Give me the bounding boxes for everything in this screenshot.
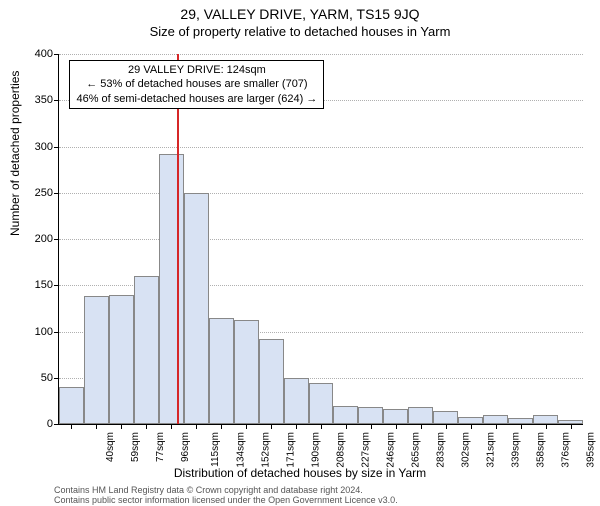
footer-attribution: Contains HM Land Registry data © Crown c… — [54, 486, 398, 506]
histogram-chart: 05010015020025030035040040sqm59sqm77sqm9… — [58, 54, 583, 425]
annotation-line1: 29 VALLEY DRIVE: 124sqm — [76, 63, 317, 77]
xtick-mark — [396, 424, 397, 429]
histogram-bar — [284, 378, 309, 424]
xtick-mark — [546, 424, 547, 429]
ytick-label: 350 — [35, 94, 53, 106]
xtick-mark — [121, 424, 122, 429]
y-axis-label: Number of detached properties — [8, 71, 22, 236]
histogram-bar — [309, 383, 334, 424]
xtick-label: 283sqm — [435, 432, 446, 468]
xtick-mark — [271, 424, 272, 429]
xtick-mark — [221, 424, 222, 429]
xtick-label: 321sqm — [485, 432, 496, 468]
ytick-mark — [54, 147, 59, 148]
xtick-label: 134sqm — [236, 432, 247, 468]
histogram-bar — [358, 407, 383, 424]
grid-line — [59, 193, 583, 194]
ytick-label: 0 — [47, 418, 53, 430]
ytick-label: 200 — [35, 233, 53, 245]
histogram-bar — [109, 295, 134, 425]
xtick-label: 358sqm — [535, 432, 546, 468]
property-marker-line — [177, 54, 179, 424]
xtick-label: 96sqm — [180, 432, 191, 462]
histogram-bar — [333, 406, 358, 425]
xtick-label: 339sqm — [510, 432, 521, 468]
xtick-label: 395sqm — [585, 432, 596, 468]
histogram-bar — [383, 409, 408, 424]
ytick-label: 250 — [35, 187, 53, 199]
xtick-mark — [346, 424, 347, 429]
histogram-bar — [458, 417, 483, 424]
ytick-label: 150 — [35, 279, 53, 291]
histogram-bar — [259, 339, 284, 424]
annotation-line3: 46% of semi-detached houses are larger (… — [76, 92, 317, 106]
histogram-bar — [59, 387, 84, 424]
ytick-mark — [54, 54, 59, 55]
xtick-label: 265sqm — [410, 432, 421, 468]
histogram-bar — [184, 193, 209, 424]
xtick-mark — [146, 424, 147, 429]
grid-line — [59, 147, 583, 148]
ytick-label: 400 — [35, 48, 53, 60]
ytick-mark — [54, 193, 59, 194]
xtick-mark — [246, 424, 247, 429]
xtick-label: 115sqm — [210, 432, 221, 467]
ytick-mark — [54, 424, 59, 425]
xtick-label: 227sqm — [361, 432, 372, 468]
grid-line — [59, 239, 583, 240]
footer-line2: Contains public sector information licen… — [54, 496, 398, 506]
ytick-mark — [54, 332, 59, 333]
xtick-mark — [421, 424, 422, 429]
annotation-box: 29 VALLEY DRIVE: 124sqm← 53% of detached… — [69, 60, 324, 109]
xtick-mark — [71, 424, 72, 429]
page-title: 29, VALLEY DRIVE, YARM, TS15 9JQ — [0, 6, 600, 22]
xtick-mark — [196, 424, 197, 429]
ytick-mark — [54, 285, 59, 286]
histogram-bar — [134, 276, 159, 424]
xtick-label: 77sqm — [155, 432, 166, 462]
xtick-label: 302sqm — [460, 432, 471, 468]
ytick-mark — [54, 378, 59, 379]
ytick-label: 100 — [35, 326, 53, 338]
xtick-mark — [471, 424, 472, 429]
xtick-mark — [446, 424, 447, 429]
xtick-mark — [521, 424, 522, 429]
ytick-label: 300 — [35, 141, 53, 153]
xtick-label: 190sqm — [311, 432, 322, 468]
ytick-mark — [54, 100, 59, 101]
xtick-label: 40sqm — [105, 432, 116, 462]
xtick-mark — [171, 424, 172, 429]
ytick-mark — [54, 239, 59, 240]
histogram-bar — [408, 407, 433, 424]
histogram-bar — [209, 318, 234, 424]
xtick-mark — [371, 424, 372, 429]
histogram-bar — [234, 320, 259, 424]
histogram-bar — [533, 415, 558, 424]
histogram-bar — [84, 296, 109, 424]
histogram-bar — [159, 154, 184, 424]
xtick-label: 152sqm — [261, 432, 272, 468]
xtick-mark — [96, 424, 97, 429]
ytick-label: 50 — [41, 372, 53, 384]
histogram-bar — [483, 415, 508, 424]
chart-subtitle: Size of property relative to detached ho… — [0, 24, 600, 39]
xtick-label: 208sqm — [336, 432, 347, 468]
xtick-label: 59sqm — [130, 432, 141, 462]
xtick-mark — [571, 424, 572, 429]
histogram-bar — [433, 411, 458, 424]
xtick-mark — [296, 424, 297, 429]
grid-line — [59, 54, 583, 55]
xtick-mark — [321, 424, 322, 429]
xtick-label: 246sqm — [386, 432, 397, 468]
xtick-label: 376sqm — [560, 432, 571, 468]
annotation-line2: ← 53% of detached houses are smaller (70… — [76, 77, 317, 91]
x-axis-label: Distribution of detached houses by size … — [0, 466, 600, 480]
xtick-mark — [496, 424, 497, 429]
xtick-label: 171sqm — [286, 432, 297, 468]
